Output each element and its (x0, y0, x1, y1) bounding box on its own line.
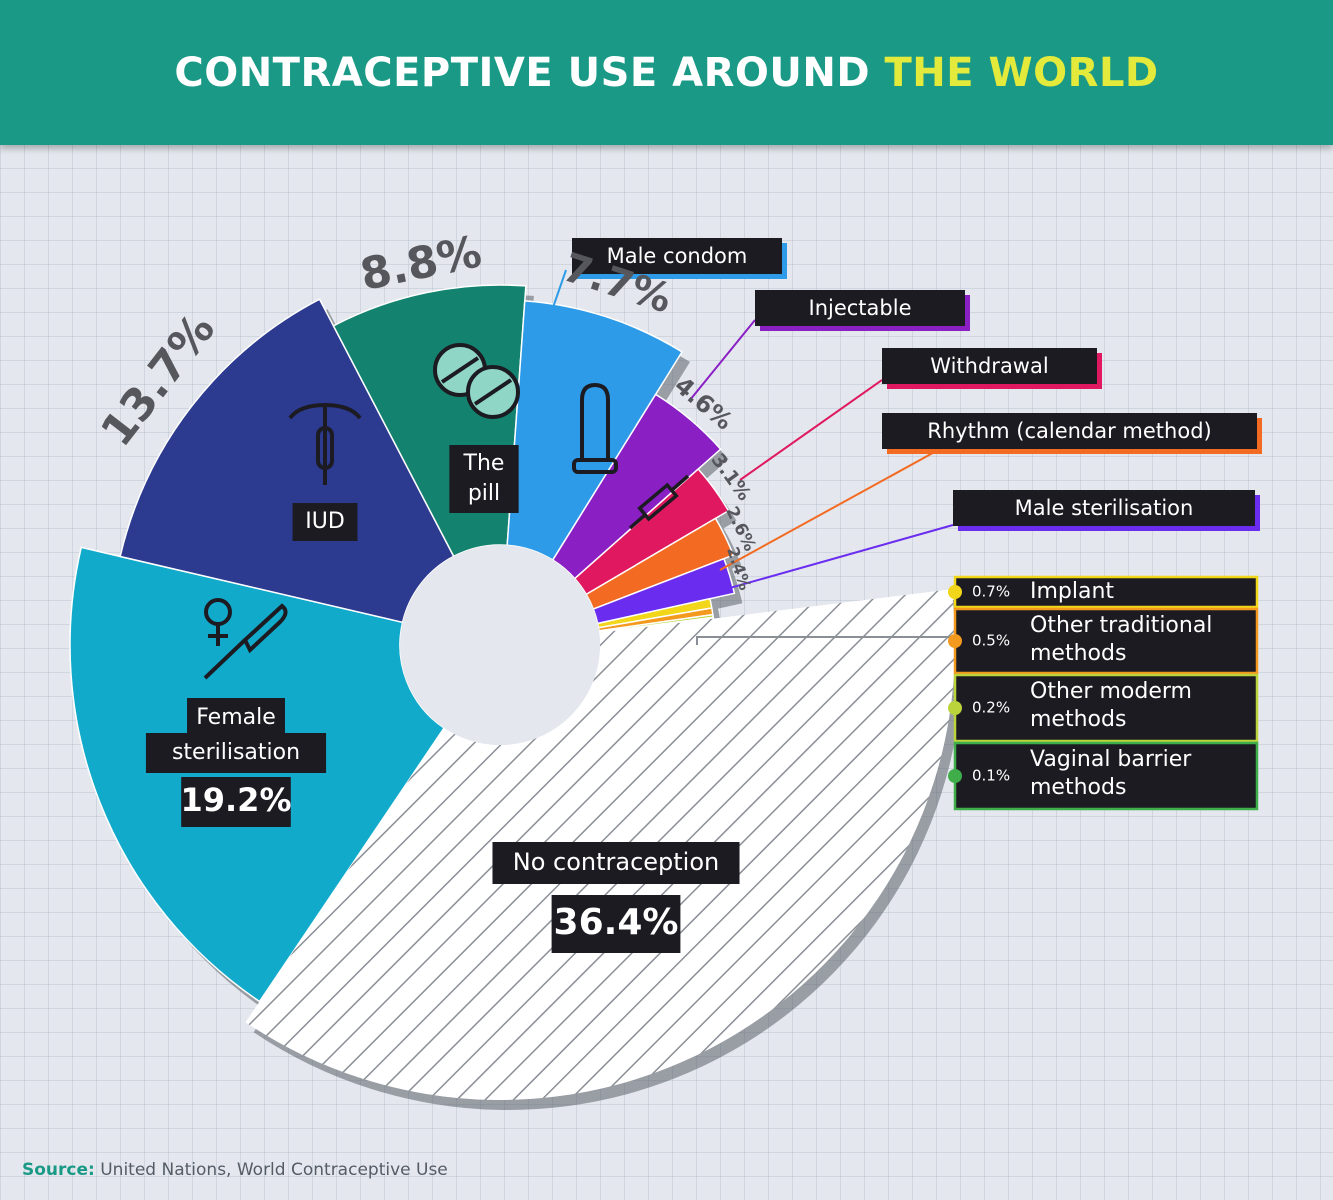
scalpel-icon (203, 603, 288, 680)
svg-text:Implant: Implant (1030, 579, 1114, 604)
svg-text:19.2%: 19.2% (180, 781, 291, 819)
donut-hole (400, 545, 600, 745)
legend-row-vaginal-barrier-methods: 0.1% Vaginal barrier methods (948, 741, 1259, 811)
svg-text:methods: methods (1030, 707, 1126, 732)
legend-box-other-traditional-methods (953, 607, 1259, 675)
callout-male-sterilisation: Male sterilisation (704, 490, 1260, 596)
callout-rhythm-calendar-method: Rhythm (calendar method) (719, 413, 1262, 571)
category-label-sterilisation-box (145, 733, 327, 773)
category-label-no-contraception-box (492, 842, 740, 884)
category-label-sterilisation: sterilisation (145, 733, 327, 773)
callout-box-rhythm-calendar-method (882, 413, 1257, 449)
svg-text:Rhythm (calendar method): Rhythm (calendar method) (927, 419, 1211, 443)
svg-text:The: The (463, 451, 505, 476)
category-label-no-contraception: No contraception (492, 842, 740, 884)
svg-text:36.4%: 36.4% (554, 902, 679, 943)
svg-text:Female: Female (196, 705, 276, 730)
svg-text:sterilisation: sterilisation (172, 740, 300, 765)
legend-box-implant (953, 575, 1259, 609)
pill-icon (433, 343, 520, 419)
header-banner: CONTRACEPTIVE USE AROUND THE WORLD (0, 0, 1333, 145)
category-label-iud: IUD (292, 503, 358, 541)
category-label-female: Female (187, 698, 285, 738)
category-label-the-pill-box (449, 445, 519, 513)
category-label-female-box (187, 698, 285, 738)
source-label: Source: (22, 1160, 95, 1180)
condom-icon (572, 382, 618, 474)
svg-text:Vaginal barrier: Vaginal barrier (1030, 747, 1192, 772)
callout-withdrawal: Withdrawal (739, 348, 1102, 481)
callout-injectable: Injectable (689, 290, 970, 401)
chart-title: CONTRACEPTIVE USE AROUND THE WORLD (174, 50, 1158, 96)
svg-text:No contraception: No contraception (513, 848, 720, 876)
svg-text:Other moderm: Other moderm (1030, 679, 1192, 704)
svg-text:Male condom: Male condom (607, 244, 748, 268)
iud-icon (288, 402, 362, 485)
value-label-no-contraception-box (551, 895, 681, 953)
svg-text:pill: pill (468, 481, 500, 506)
svg-text:Withdrawal: Withdrawal (930, 354, 1048, 378)
category-label-the-pill: The pill (449, 445, 519, 513)
callout-box-withdrawal (882, 348, 1097, 384)
source-note: Source: United Nations, World Contracept… (22, 1160, 448, 1180)
syringe-icon (628, 474, 690, 530)
callout-box-injectable (755, 290, 965, 326)
svg-text:0.1%: 0.1% (972, 767, 1010, 785)
svg-text:Other traditional: Other traditional (1030, 613, 1212, 638)
legend-box-other-moderm-methods (953, 673, 1259, 743)
source-text: United Nations, World Contraceptive Use (100, 1160, 448, 1180)
value-label-female-sterilisation: 19.2% (180, 777, 292, 827)
svg-text:0.5%: 0.5% (972, 632, 1010, 650)
svg-text:methods: methods (1030, 641, 1126, 666)
value-label-no-contraception: 36.4% (551, 895, 681, 953)
legend-dot-vaginal-barrier-methods (948, 769, 962, 783)
legend-row-other-traditional-methods: 0.5% Other traditional methods (948, 607, 1259, 675)
legend-dot-other-traditional-methods (948, 634, 962, 648)
legend-dot-implant (948, 585, 962, 599)
svg-text:methods: methods (1030, 775, 1126, 800)
svg-text:0.7%: 0.7% (972, 583, 1010, 601)
svg-text:Male sterilisation: Male sterilisation (1015, 496, 1194, 520)
legend-dot-other-moderm-methods (948, 701, 962, 715)
svg-text:IUD: IUD (305, 509, 345, 534)
svg-text:Injectable: Injectable (809, 296, 912, 320)
title-highlight: THE WORLD (884, 49, 1159, 96)
callout-box-male-sterilisation (953, 490, 1255, 526)
legend-row-other-moderm-methods: 0.2% Other moderm methods (948, 673, 1259, 743)
category-label-iud-box (292, 503, 358, 541)
value-label-female-sterilisation-box (181, 777, 291, 827)
callout-box-male-condom (572, 238, 782, 274)
title-main: CONTRACEPTIVE USE AROUND (174, 49, 871, 96)
female-symbol-icon (204, 598, 232, 646)
svg-text:0.2%: 0.2% (972, 699, 1010, 717)
legend-box-vaginal-barrier-methods (953, 741, 1259, 811)
callout-male-condom: Male condom (539, 238, 787, 346)
legend-row-implant: 0.7% Implant (948, 575, 1259, 609)
